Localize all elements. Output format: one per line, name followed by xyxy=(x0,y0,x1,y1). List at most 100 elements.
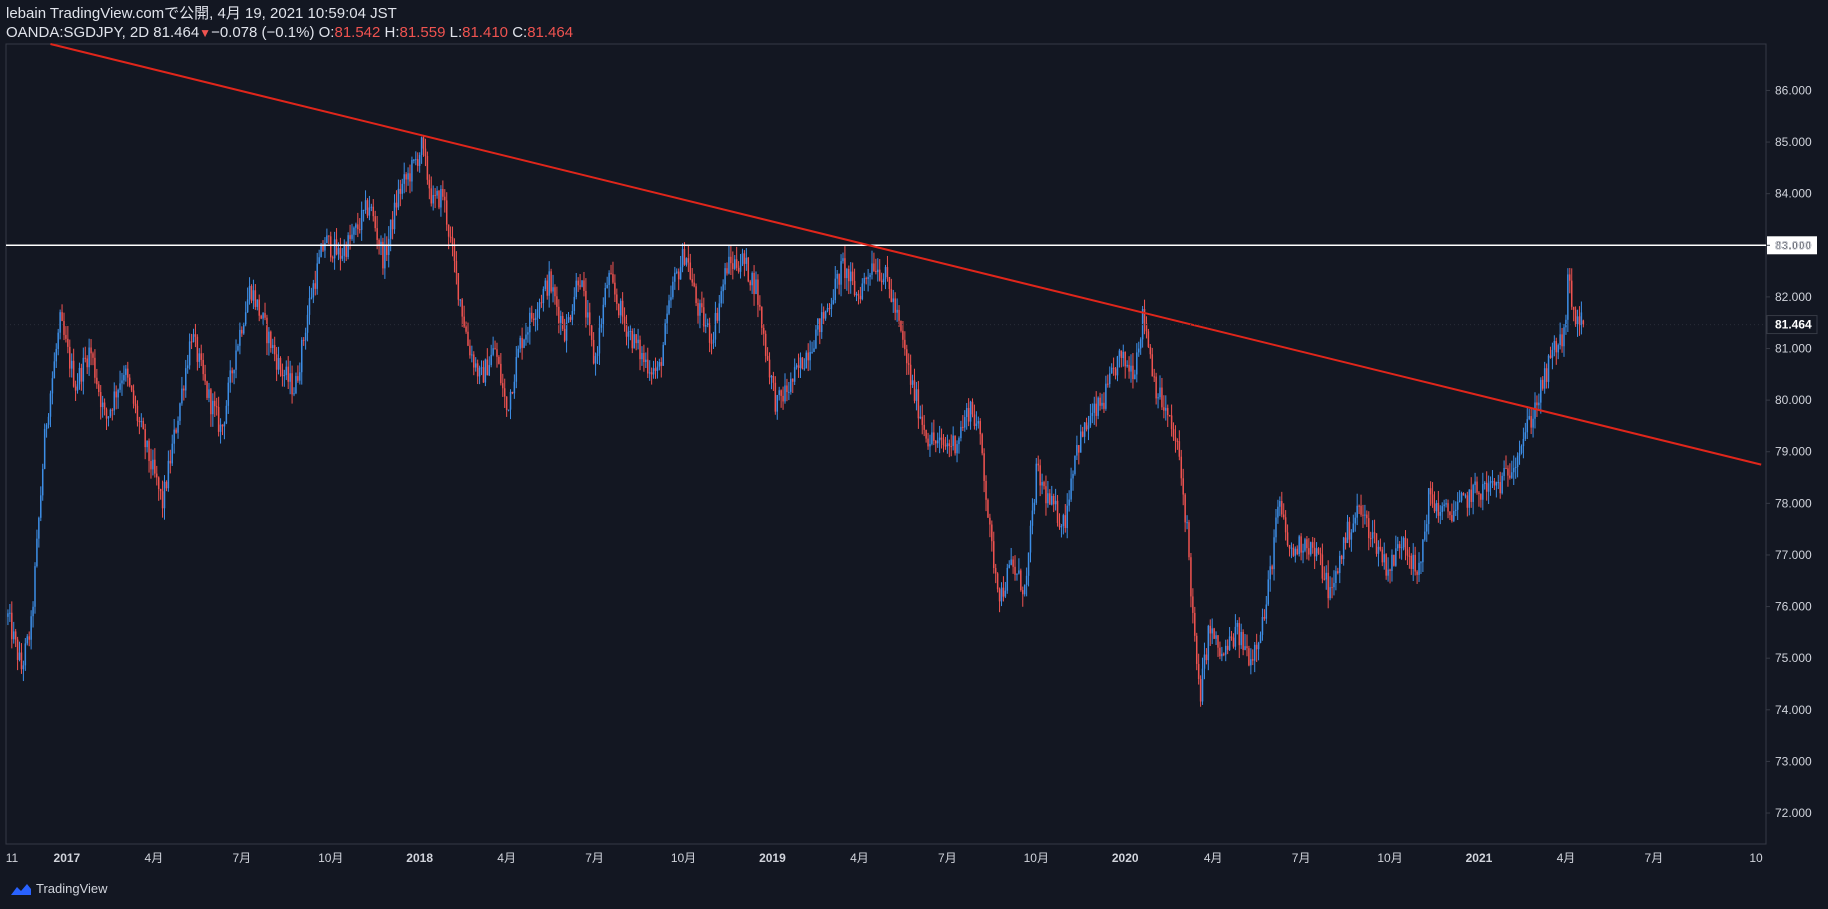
candle-body xyxy=(1294,548,1297,556)
candle-body xyxy=(1234,626,1237,647)
candle-body xyxy=(1292,547,1295,556)
candle-body xyxy=(558,306,560,323)
candle-body xyxy=(670,297,672,301)
candle-body xyxy=(689,262,692,280)
candle-body xyxy=(1540,379,1542,403)
candle-body xyxy=(753,272,755,295)
candle-body xyxy=(507,409,510,411)
candle-body xyxy=(1060,525,1063,528)
candle-body xyxy=(708,323,711,343)
candle-body xyxy=(1259,634,1262,643)
candle-body xyxy=(1047,493,1049,504)
candle-body xyxy=(1431,494,1434,504)
candle-body xyxy=(32,606,34,617)
candle-body xyxy=(975,423,978,427)
candle-body xyxy=(803,368,806,370)
high-value: 81.559 xyxy=(399,24,446,41)
x-tick-label: 2018 xyxy=(406,851,433,865)
candle-body xyxy=(1331,587,1333,589)
candle-body xyxy=(384,244,386,269)
candle-body xyxy=(445,200,448,225)
candle-body xyxy=(134,403,137,406)
candle-body xyxy=(393,202,396,230)
candle-body xyxy=(142,421,144,430)
candle-body xyxy=(206,381,208,398)
candle-body xyxy=(786,385,788,393)
candle-body xyxy=(113,391,115,411)
candle-body xyxy=(1512,467,1515,473)
candle-body xyxy=(863,278,866,284)
candle-body xyxy=(243,324,245,334)
candle-body xyxy=(579,285,581,287)
candle-body xyxy=(577,280,579,286)
candle-body xyxy=(386,244,388,255)
candle-body xyxy=(859,295,862,300)
candle-body xyxy=(1464,495,1467,497)
x-tick-label: 4月 xyxy=(497,851,516,865)
candle-body xyxy=(1354,517,1356,524)
candle-body xyxy=(125,368,127,375)
candle-body xyxy=(227,382,230,406)
candle-body xyxy=(299,372,301,381)
candle-body xyxy=(1128,364,1130,372)
candle-body xyxy=(484,359,487,383)
candle-body xyxy=(1536,402,1538,406)
candle-body xyxy=(1076,445,1078,456)
candle-body xyxy=(465,326,467,332)
candle-body xyxy=(1466,495,1469,508)
candle-body xyxy=(51,378,54,394)
candle-body xyxy=(246,299,249,313)
candle-body xyxy=(807,352,809,361)
candle-body xyxy=(737,267,740,272)
candle-body xyxy=(993,541,995,569)
candle-body xyxy=(743,253,746,264)
x-tick-label: 2021 xyxy=(1466,851,1493,865)
candle-body xyxy=(529,312,531,333)
candle-body xyxy=(1410,555,1413,569)
candle-body xyxy=(127,368,129,378)
candle-body xyxy=(517,348,519,358)
last-price: 81.464 xyxy=(153,24,200,41)
x-tick-label: 7月 xyxy=(1292,851,1311,865)
candle-body xyxy=(457,273,460,300)
candle-body xyxy=(654,368,657,371)
candle-body xyxy=(1217,635,1219,648)
candle-body xyxy=(1039,465,1041,486)
candle-body xyxy=(45,424,48,430)
candle-body xyxy=(998,589,1001,602)
candle-body xyxy=(63,321,65,335)
candle-body xyxy=(935,440,937,444)
candle-body xyxy=(248,285,251,300)
x-tick-label: 7月 xyxy=(232,851,251,865)
candle-body xyxy=(1242,632,1244,650)
candle-body xyxy=(1029,525,1032,553)
candle-body xyxy=(1163,407,1165,411)
symbol-label[interactable]: OANDA:SGDJPY, 2D xyxy=(6,24,150,41)
candle-body xyxy=(983,453,985,481)
candle-body xyxy=(797,365,800,368)
candle-body xyxy=(1360,505,1362,515)
candle-body xyxy=(1393,554,1395,566)
time-axis[interactable]: 11 2017 4月 7月 10月 2018 4月 7月 10月 2019 4月 7月 10月 2020 4… xyxy=(6,851,1763,865)
candle-body xyxy=(426,156,429,180)
candle-body xyxy=(695,286,697,304)
price-axis[interactable]: 86.000 85.000 84.000 83.000 82.000 81.000 80.0… xyxy=(1766,83,1812,820)
candle-body xyxy=(503,388,506,397)
candle-body xyxy=(1134,374,1136,379)
candle-body xyxy=(884,267,887,279)
x-tick-label: 2020 xyxy=(1112,851,1139,865)
candle-body xyxy=(107,416,110,419)
candle-body xyxy=(486,359,489,376)
candle-body xyxy=(1022,590,1024,595)
candle-body xyxy=(1288,545,1291,549)
candle-body xyxy=(1335,571,1337,584)
candle-body xyxy=(1369,538,1372,540)
candle-body xyxy=(820,312,823,333)
candle-body xyxy=(1441,506,1443,512)
candle-body xyxy=(289,373,291,382)
candle-body xyxy=(1085,422,1088,430)
candle-body xyxy=(1025,575,1028,585)
candle-body xyxy=(1143,309,1146,324)
hline-price-tag xyxy=(1767,236,1817,255)
